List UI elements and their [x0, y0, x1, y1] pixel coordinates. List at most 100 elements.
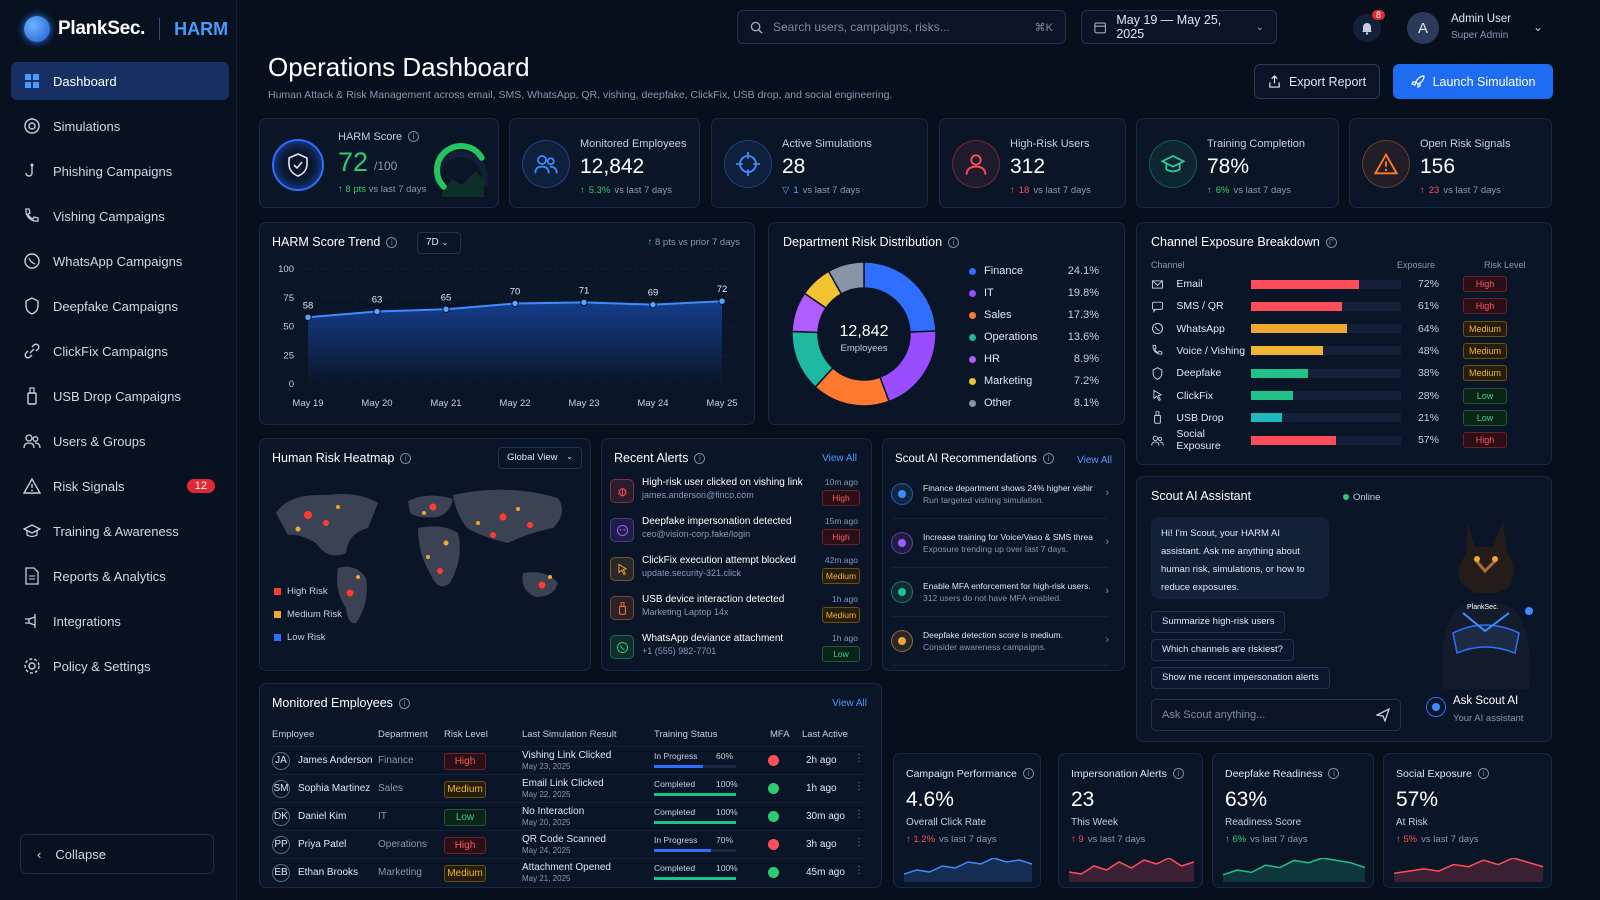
mfa-enabled-icon: [768, 783, 779, 794]
trend-period-select[interactable]: 7D ⌄: [417, 232, 461, 254]
scout-ai-icon[interactable]: [1426, 697, 1446, 717]
export-report-button[interactable]: Export Report: [1254, 64, 1380, 99]
alert-item[interactable]: High-risk user clicked on vishing link ja…: [610, 475, 860, 511]
sidebar-item-reports-analytics[interactable]: Reports & Analytics: [11, 557, 229, 595]
brand-logo[interactable]: PlankSec. HARM: [24, 16, 228, 42]
row-menu-icon[interactable]: ⋮: [854, 837, 864, 848]
sidebar-item-label: Deepfake Campaigns: [53, 298, 179, 314]
legend-label: Medium Risk: [287, 609, 342, 620]
alerts-view-all-link[interactable]: View All: [822, 453, 857, 464]
employee-department: IT: [378, 811, 387, 822]
exposure-bar-fill: [1250, 301, 1343, 311]
social-exposure-card[interactable]: Social Exposure i 57% At Risk ↑ 5% vs last 7 …: [1383, 753, 1552, 888]
table-row[interactable]: JA James Anderson Finance High Vishing Link …: [272, 746, 864, 774]
suggestion-impersonation[interactable]: Show me recent impersonation alerts: [1151, 667, 1330, 689]
export-report-label: Export Report: [1288, 74, 1367, 89]
employee-name: Ethan Brooks: [298, 867, 359, 878]
table-row[interactable]: SM Sophia Martinez Sales Medium Email Link C…: [272, 774, 864, 802]
sidebar-item-label: Policy & Settings: [53, 658, 151, 674]
exposure-row[interactable]: Social Exposure 57% High: [1151, 428, 1507, 452]
table-row[interactable]: EB Ethan Brooks Marketing Medium Attachment …: [272, 858, 864, 886]
sidebar-item-whatsapp-campaigns[interactable]: WhatsApp Campaigns: [11, 242, 229, 280]
high-risk-users-card[interactable]: High-Risk Users 312 ↑ 18 vs last 7 days: [939, 118, 1126, 208]
table-row[interactable]: PP Priya Patel Operations High QR Code Scann…: [272, 830, 864, 858]
high-risk-users-delta: ↑ 18 vs last 7 days: [1010, 185, 1091, 196]
sidebar-item-risk-signals[interactable]: Risk Signals 12: [11, 467, 229, 505]
sidebar-item-integrations[interactable]: Integrations: [11, 602, 229, 640]
suggestion-channels[interactable]: Which channels are riskiest?: [1151, 639, 1294, 661]
deepfake-readiness-card[interactable]: Deepfake Readiness i 63% Readiness Score ↑ 6…: [1212, 753, 1374, 888]
alert-item[interactable]: Deepfake impersonation detected ceo@visio…: [610, 514, 860, 550]
risk-level-badge: Medium: [1462, 342, 1507, 359]
exposure-row[interactable]: ClickFix 28% Low: [1151, 387, 1507, 405]
exposure-row[interactable]: USB Drop 21% Low: [1151, 409, 1507, 427]
exposure-row[interactable]: WhatsApp 64% Medium: [1151, 320, 1507, 338]
active-simulations-card[interactable]: Active Simulations 28 ▽ 1 vs last 7 days: [711, 118, 928, 208]
recommendation-subtitle: Consider awareness campaigns.: [923, 642, 1047, 652]
exposure-row[interactable]: Deepfake 38% Medium: [1151, 364, 1507, 382]
campaign-performance-card[interactable]: Campaign Performance i 4.6% Overall Click R…: [893, 753, 1041, 888]
trend-point: [442, 305, 450, 313]
sidebar-item-simulations[interactable]: Simulations: [11, 107, 229, 145]
sparkline-line: [1069, 858, 1194, 875]
delta-sub: vs last 7 days: [614, 185, 672, 196]
user-avatar[interactable]: A: [1407, 12, 1439, 44]
monitored-employees-card[interactable]: Monitored Employees 12,842 ↑ 5.3% vs last 7 …: [509, 118, 700, 208]
suggestion-summarize[interactable]: Summarize high-risk users: [1151, 611, 1286, 633]
search-bar[interactable]: ⌘K: [737, 10, 1066, 44]
recommendation-item[interactable]: Deepfake detection score is medium. Consi…: [891, 620, 1109, 666]
send-icon[interactable]: [1376, 708, 1390, 722]
alert-title: Deepfake impersonation detected: [642, 516, 792, 527]
sidebar-item-usb-drop-campaigns[interactable]: USB Drop Campaigns: [11, 377, 229, 415]
launch-simulation-button[interactable]: Launch Simulation: [1393, 64, 1553, 99]
sidebar-item-clickfix-campaigns[interactable]: ClickFix Campaigns: [11, 332, 229, 370]
open-risk-signals-card[interactable]: Open Risk Signals 156 ↑ 23 vs last 7 days: [1349, 118, 1552, 208]
risk-level-badge: Low: [444, 809, 486, 826]
user-name[interactable]: Admin User: [1451, 13, 1512, 25]
employees-view-all-link[interactable]: View All: [832, 698, 867, 709]
sidebar-item-users-groups[interactable]: Users & Groups: [11, 422, 229, 460]
recommendation-item[interactable]: Increase training for Voice/Vaso & SMS t…: [891, 522, 1109, 568]
sidebar-item-vishing-campaigns[interactable]: Vishing Campaigns: [11, 197, 229, 235]
recommendation-item[interactable]: Enable MFA enforcement for high-risk use…: [891, 571, 1109, 617]
recs-view-all-link[interactable]: View All: [1077, 455, 1112, 466]
harm-score-card[interactable]: HARM Score i 72 /100 ↑ 8 pts vs last 7 da…: [259, 118, 499, 208]
sidebar-item-policy-settings[interactable]: Policy & Settings: [11, 647, 229, 685]
sidebar-item-training-awareness[interactable]: Training & Awareness: [11, 512, 229, 550]
scout-input[interactable]: [1162, 709, 1376, 721]
exposure-row[interactable]: Email 72% High: [1151, 275, 1507, 293]
scout-input-box[interactable]: [1151, 699, 1401, 731]
alert-item[interactable]: WhatsApp deviance attachment +1 (555) 982…: [610, 631, 860, 667]
risk-level-badge: High: [444, 837, 486, 854]
risk-level-badge: Low: [1462, 409, 1507, 426]
impersonation-alerts-card[interactable]: Impersonation Alerts i 23 This Week ↑ 9 vs la…: [1058, 753, 1203, 888]
sidebar-item-dashboard[interactable]: Dashboard: [11, 62, 229, 100]
recommendation-item[interactable]: Finance department shows 24% higher vish…: [891, 473, 1109, 519]
sparkline-line: [1394, 858, 1543, 875]
date-range-picker[interactable]: May 19 — May 25, 2025 ⌄: [1081, 10, 1277, 44]
legend-dot: [969, 355, 976, 363]
row-menu-icon[interactable]: ⋮: [854, 781, 864, 792]
exposure-value: 21%: [1417, 411, 1439, 424]
exposure-row[interactable]: SMS / QR 61% High: [1151, 297, 1507, 315]
heatmap-view-select[interactable]: Global View ⌄: [498, 447, 582, 469]
training-completion-card[interactable]: Training Completion 78% ↑ 6% vs last 7 days: [1136, 118, 1339, 208]
user-menu-chevron-icon[interactable]: ⌄: [1533, 20, 1544, 34]
row-menu-icon[interactable]: ⋮: [854, 865, 864, 876]
sidebar-item-phishing-campaigns[interactable]: Phishing Campaigns: [11, 152, 229, 190]
collapse-button[interactable]: ‹ Collapse: [20, 834, 214, 874]
ask-scout-cta[interactable]: Ask Scout AI: [1453, 695, 1519, 707]
table-row[interactable]: DK Daniel Kim IT Low No Interaction May 20, 2…: [272, 802, 864, 830]
last-simulation-result: Attachment Opened: [522, 862, 611, 873]
exposure-row[interactable]: Voice / Vishing 48% Medium: [1151, 342, 1507, 360]
notifications-button[interactable]: 8: [1353, 10, 1385, 42]
alert-item[interactable]: USB device interaction detected Marketing…: [610, 592, 860, 628]
exposure-bar-track: [1250, 301, 1401, 311]
row-menu-icon[interactable]: ⋮: [854, 809, 864, 820]
search-input[interactable]: [773, 20, 1025, 34]
sidebar-item-deepfake-campaigns[interactable]: Deepfake Campaigns: [11, 287, 229, 325]
row-menu-icon[interactable]: ⋮: [854, 753, 864, 764]
product-name: HARM: [174, 18, 229, 39]
alert-item[interactable]: ClickFix execution attempt blocked update…: [610, 553, 860, 589]
mfa-disabled-icon: [768, 839, 779, 850]
